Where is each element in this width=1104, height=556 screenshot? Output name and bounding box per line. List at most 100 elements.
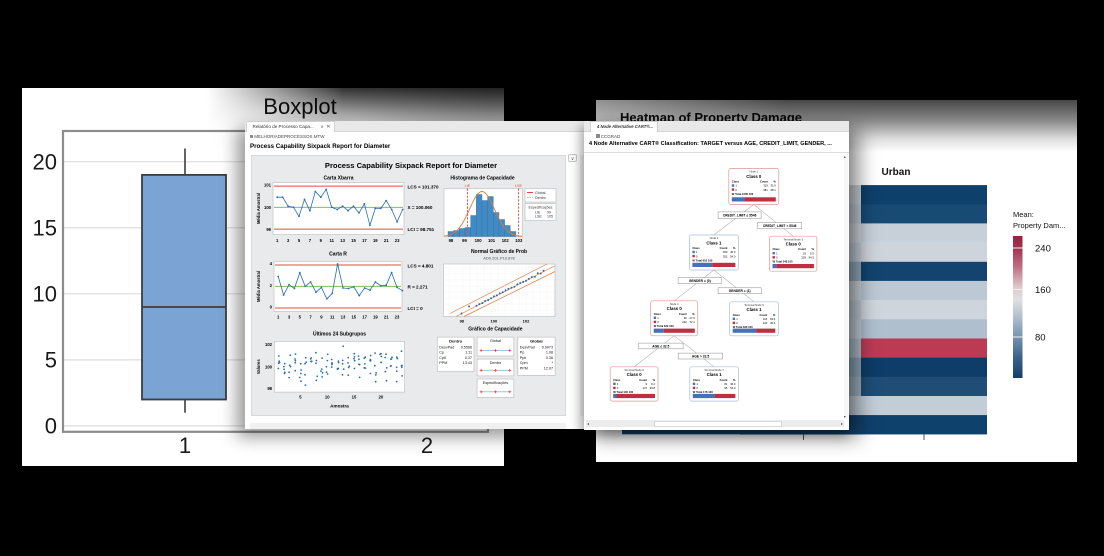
svg-text:80: 80 — [1035, 333, 1046, 344]
svg-text:LSE: LSE — [535, 214, 542, 218]
svg-text:15: 15 — [351, 394, 356, 399]
svg-text:1.08: 1.08 — [545, 350, 552, 354]
svg-text:319: 319 — [763, 183, 768, 187]
svg-text:Média Amostral: Média Amostral — [256, 270, 261, 301]
svg-text:101: 101 — [488, 238, 496, 243]
svg-text:11: 11 — [329, 238, 334, 243]
svg-text:329: 329 — [801, 255, 806, 259]
svg-text:%: % — [733, 377, 736, 381]
svg-text:Class: Class — [693, 377, 701, 381]
svg-text:Class: Class — [733, 312, 741, 316]
svg-text:LCI = 98.751: LCI = 98.751 — [407, 227, 434, 232]
svg-text:63.6: 63.6 — [770, 317, 776, 321]
svg-text:Ppk: Ppk — [519, 355, 526, 359]
svg-text:0: 0 — [657, 320, 659, 324]
svg-text:103: 103 — [515, 238, 523, 243]
svg-text:3: 3 — [287, 314, 290, 319]
svg-text:Count: Count — [679, 311, 687, 315]
svg-text:Terminal Node 6: Terminal Node 6 — [624, 368, 644, 372]
svg-text:Class: Class — [773, 247, 781, 251]
svg-text:5: 5 — [298, 314, 301, 319]
svg-text:Property Dam...: Property Dam... — [1013, 221, 1066, 230]
svg-text:W Total 348 100: W Total 348 100 — [773, 259, 793, 263]
svg-text:7: 7 — [308, 238, 311, 243]
svg-text:98: 98 — [267, 386, 272, 391]
svg-text:Especificações: Especificações — [482, 381, 507, 385]
svg-text:CREDIT_LIMIT ≤ 5546: CREDIT_LIMIT ≤ 5546 — [723, 213, 757, 217]
svg-text:Global: Global — [530, 338, 542, 343]
svg-text:98: 98 — [448, 238, 453, 243]
svg-text:%: % — [773, 179, 776, 183]
svg-text:1: 1 — [179, 433, 191, 458]
svg-text:Pp: Pp — [519, 350, 524, 354]
svg-text:10: 10 — [33, 281, 57, 306]
svg-text:13: 13 — [340, 238, 345, 243]
svg-text:W Total 330 100: W Total 330 100 — [733, 325, 753, 329]
svg-text:Count: Count — [798, 247, 806, 251]
svg-text:Valores: Valores — [256, 358, 261, 374]
svg-text:Média Amostral: Média Amostral — [256, 192, 261, 223]
svg-text:X = 100.060: X = 100.060 — [407, 205, 432, 210]
svg-text:0.9073: 0.9073 — [541, 345, 552, 349]
svg-text:5: 5 — [45, 348, 57, 373]
svg-text:LIE: LIE — [535, 210, 541, 214]
svg-text:10: 10 — [324, 394, 329, 399]
svg-text:99: 99 — [266, 227, 271, 232]
svg-text:101: 101 — [264, 182, 272, 187]
svg-text:0.5566: 0.5566 — [460, 345, 471, 349]
svg-text:232: 232 — [682, 320, 687, 324]
svg-text:46.0: 46.0 — [730, 250, 736, 254]
svg-text:5: 5 — [297, 238, 300, 243]
svg-text:CpK: CpK — [439, 355, 447, 359]
svg-text:GENDER = (1): GENDER = (1) — [729, 289, 751, 293]
svg-text:0: 0 — [45, 414, 57, 439]
svg-text:352: 352 — [723, 254, 728, 258]
svg-text:Class: Class — [732, 179, 740, 183]
svg-text:Class 0: Class 0 — [746, 173, 762, 178]
svg-text:CREDIT_LIMIT > 5546: CREDIT_LIMIT > 5546 — [763, 224, 797, 228]
svg-text:0: 0 — [617, 386, 619, 390]
svg-text:681: 681 — [763, 187, 768, 191]
svg-text:Class 1: Class 1 — [746, 307, 762, 312]
svg-text:46.0: 46.0 — [730, 382, 736, 386]
svg-text:PPM: PPM — [439, 361, 447, 365]
svg-text:0.36: 0.36 — [545, 355, 552, 359]
svg-text:Process Capability Sixpack Rep: Process Capability Sixpack Report for Di… — [324, 161, 496, 170]
svg-text:Normal Gráfico de Prob: Normal Gráfico de Prob — [470, 249, 526, 255]
svg-text:Class: Class — [613, 377, 621, 381]
svg-text:137: 137 — [643, 386, 648, 390]
svg-text:Class: Class — [692, 246, 700, 250]
svg-text:160: 160 — [1035, 285, 1051, 296]
svg-text:Carta R: Carta R — [329, 251, 347, 257]
svg-text:1: 1 — [736, 317, 738, 321]
svg-text:Dentro: Dentro — [449, 338, 462, 343]
svg-text:1: 1 — [276, 238, 279, 243]
svg-text:102: 102 — [501, 238, 509, 243]
svg-text:W Total 146 100: W Total 146 100 — [613, 390, 633, 394]
svg-text:36.4: 36.4 — [770, 321, 776, 325]
svg-text:Mean:: Mean: — [1013, 210, 1034, 219]
svg-text:81: 81 — [724, 382, 727, 386]
svg-text:%: % — [733, 246, 736, 250]
svg-text:0: 0 — [776, 255, 778, 259]
svg-text:Carta Xbarra: Carta Xbarra — [323, 175, 353, 181]
svg-text:Últimos 24 Subgrupos: Últimos 24 Subgrupos — [312, 330, 365, 337]
svg-text:Histograma de Capacidade: Histograma de Capacidade — [450, 175, 514, 181]
svg-text:68.1: 68.1 — [771, 187, 777, 191]
svg-text:3: 3 — [286, 238, 289, 243]
svg-text:R = 2.271: R = 2.271 — [407, 284, 427, 289]
svg-text:W Total 322 100: W Total 322 100 — [654, 324, 674, 328]
svg-text:17: 17 — [362, 314, 367, 319]
svg-text:0.37: 0.37 — [464, 355, 471, 359]
svg-text:Cpm: Cpm — [519, 361, 527, 365]
svg-text:Amostra: Amostra — [330, 403, 349, 408]
svg-text:1.11: 1.11 — [465, 350, 472, 354]
svg-text:Class 1: Class 1 — [707, 372, 723, 377]
svg-text:%: % — [692, 311, 695, 315]
svg-text:94.5: 94.5 — [809, 255, 815, 259]
svg-text:210: 210 — [763, 317, 768, 321]
svg-text:0: 0 — [736, 321, 738, 325]
svg-text:19: 19 — [803, 251, 806, 255]
svg-text:102: 102 — [522, 318, 529, 323]
svg-text:2: 2 — [421, 433, 433, 458]
